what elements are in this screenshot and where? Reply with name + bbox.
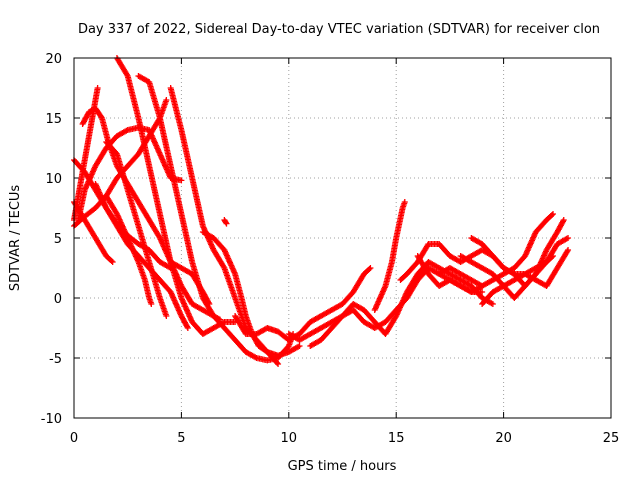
y-axis-label: SDTVAR / TECUs: [8, 185, 23, 292]
series-track-15: [221, 217, 230, 227]
data-point: [509, 270, 516, 277]
data-point: [223, 220, 230, 227]
data-point: [109, 259, 116, 265]
x-tick-label: 20: [495, 431, 512, 446]
y-tick-label: 10: [45, 172, 62, 187]
data-point: [550, 253, 557, 259]
data-point: [94, 85, 101, 91]
data-point: [489, 301, 496, 307]
data-point: [123, 71, 130, 78]
axis-ticks: 0 5 10 15 20 25 -10 -5 0 5 10 15 20: [41, 52, 620, 446]
data-point: [222, 219, 229, 226]
data-point: [184, 323, 191, 330]
data-point: [366, 266, 373, 272]
data-point: [564, 248, 571, 255]
data-point: [548, 212, 555, 218]
data-point: [206, 301, 213, 307]
data-point: [184, 325, 191, 331]
data-point: [560, 217, 567, 223]
data-point: [467, 288, 474, 295]
data-point: [274, 359, 281, 366]
data-point: [296, 343, 303, 349]
data-point: [479, 289, 486, 295]
data-point: [205, 299, 212, 306]
data-point: [401, 199, 408, 205]
series-track-25: [414, 253, 486, 295]
series-track-10: [113, 55, 239, 337]
y-tick-label: 15: [45, 112, 62, 127]
data-point: [108, 258, 115, 264]
series-track-13: [167, 259, 213, 307]
data-point: [148, 301, 155, 307]
data-point: [163, 97, 170, 103]
data-point: [275, 361, 282, 367]
series-track-16: [232, 265, 374, 343]
data-point: [560, 218, 567, 225]
x-tick-label: 10: [281, 431, 298, 446]
x-tick-label: 15: [388, 431, 405, 446]
data-point: [548, 254, 555, 260]
data-point: [98, 113, 105, 120]
x-tick-label: 5: [177, 431, 185, 446]
y-tick-label: 20: [45, 52, 62, 67]
series-track-8: [103, 193, 155, 307]
series-track-14: [199, 229, 303, 359]
series-track-9: [103, 139, 170, 319]
y-tick-label: 0: [54, 292, 62, 307]
x-axis-label: GPS time / hours: [288, 459, 397, 474]
data-point: [295, 343, 302, 350]
y-tick-label: -5: [49, 352, 62, 367]
data-point: [565, 235, 572, 241]
data-point: [367, 265, 374, 271]
series-track-19: [371, 199, 408, 313]
data-point: [252, 354, 259, 361]
series-track-24: [468, 235, 557, 277]
series-track-18: [307, 259, 496, 349]
series-track-23: [479, 247, 572, 307]
chart-title: Day 337 of 2022, Sidereal Day-to-day VTE…: [78, 22, 600, 37]
data-point: [563, 235, 570, 242]
data-point: [565, 247, 572, 253]
data-point: [488, 300, 495, 307]
y-tick-label: 5: [54, 232, 62, 247]
data-point: [220, 263, 227, 270]
x-tick-label: 0: [70, 431, 78, 446]
series-track-3: [71, 85, 101, 223]
y-tick-label: -10: [41, 412, 62, 427]
data-point: [550, 211, 557, 217]
series-track-21: [436, 211, 557, 289]
data-marks: [71, 55, 572, 367]
data-point: [123, 127, 130, 134]
data-point: [178, 177, 185, 184]
x-tick-label: 25: [603, 431, 620, 446]
data-point: [163, 313, 170, 319]
plot-frame: [73, 57, 612, 419]
